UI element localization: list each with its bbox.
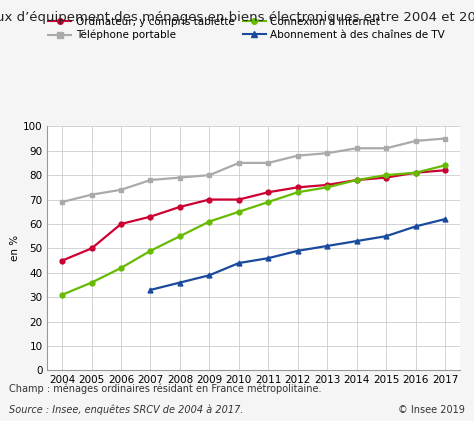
Y-axis label: en %: en % — [10, 235, 20, 261]
Téléphone portable — [295, 153, 301, 158]
Téléphone portable — [383, 146, 389, 151]
Connexion à Internet — [324, 185, 330, 190]
Ordinateur, y compris tablette — [59, 258, 65, 263]
Line: Abonnement à des chaînes de TV: Abonnement à des chaînes de TV — [148, 217, 447, 292]
Téléphone portable — [59, 200, 65, 205]
Ordinateur, y compris tablette — [89, 246, 94, 251]
Abonnement à des chaînes de TV — [207, 273, 212, 278]
Connexion à Internet — [442, 163, 448, 168]
Abonnement à des chaînes de TV — [383, 234, 389, 239]
Ordinateur, y compris tablette — [354, 178, 359, 183]
Abonnement à des chaînes de TV — [236, 261, 242, 266]
Text: Taux d’équipement des ménages en biens électroniques entre 2004 et 2017: Taux d’équipement des ménages en biens é… — [0, 11, 474, 24]
Connexion à Internet — [354, 178, 359, 183]
Connexion à Internet — [177, 234, 183, 239]
Connexion à Internet — [207, 219, 212, 224]
Connexion à Internet — [383, 173, 389, 178]
Text: Source : Insee, enquêtes SRCV de 2004 à 2017.: Source : Insee, enquêtes SRCV de 2004 à … — [9, 404, 244, 415]
Abonnement à des chaînes de TV — [147, 288, 153, 293]
Ordinateur, y compris tablette — [324, 182, 330, 187]
Abonnement à des chaînes de TV — [265, 256, 271, 261]
Téléphone portable — [236, 160, 242, 165]
Abonnement à des chaînes de TV — [295, 248, 301, 253]
Connexion à Internet — [147, 248, 153, 253]
Connexion à Internet — [89, 280, 94, 285]
Ordinateur, y compris tablette — [265, 190, 271, 195]
Ordinateur, y compris tablette — [236, 197, 242, 202]
Abonnement à des chaînes de TV — [442, 216, 448, 221]
Legend: Ordinateur, y compris tablette, Téléphone portable, Connexion à Internet, Abonne: Ordinateur, y compris tablette, Téléphon… — [48, 17, 445, 40]
Connexion à Internet — [265, 200, 271, 205]
Ordinateur, y compris tablette — [147, 214, 153, 219]
Téléphone portable — [147, 178, 153, 183]
Abonnement à des chaînes de TV — [354, 239, 359, 244]
Ordinateur, y compris tablette — [207, 197, 212, 202]
Téléphone portable — [265, 160, 271, 165]
Abonnement à des chaînes de TV — [177, 280, 183, 285]
Line: Connexion à Internet: Connexion à Internet — [60, 163, 447, 297]
Téléphone portable — [207, 173, 212, 178]
Line: Téléphone portable: Téléphone portable — [60, 136, 447, 205]
Téléphone portable — [177, 175, 183, 180]
Ordinateur, y compris tablette — [413, 170, 419, 175]
Text: © Insee 2019: © Insee 2019 — [398, 405, 465, 415]
Téléphone portable — [324, 151, 330, 156]
Abonnement à des chaînes de TV — [413, 224, 419, 229]
Text: Champ : ménages ordinaires résidant en France métropolitaine.: Champ : ménages ordinaires résidant en F… — [9, 383, 322, 394]
Téléphone portable — [118, 187, 124, 192]
Connexion à Internet — [295, 190, 301, 195]
Line: Ordinateur, y compris tablette: Ordinateur, y compris tablette — [60, 168, 447, 263]
Ordinateur, y compris tablette — [295, 185, 301, 190]
Connexion à Internet — [236, 209, 242, 214]
Téléphone portable — [442, 136, 448, 141]
Ordinateur, y compris tablette — [118, 221, 124, 226]
Connexion à Internet — [59, 292, 65, 297]
Connexion à Internet — [413, 170, 419, 175]
Ordinateur, y compris tablette — [383, 175, 389, 180]
Téléphone portable — [354, 146, 359, 151]
Abonnement à des chaînes de TV — [324, 243, 330, 248]
Connexion à Internet — [118, 265, 124, 270]
Téléphone portable — [413, 139, 419, 144]
Téléphone portable — [89, 192, 94, 197]
Ordinateur, y compris tablette — [177, 204, 183, 209]
Ordinateur, y compris tablette — [442, 168, 448, 173]
